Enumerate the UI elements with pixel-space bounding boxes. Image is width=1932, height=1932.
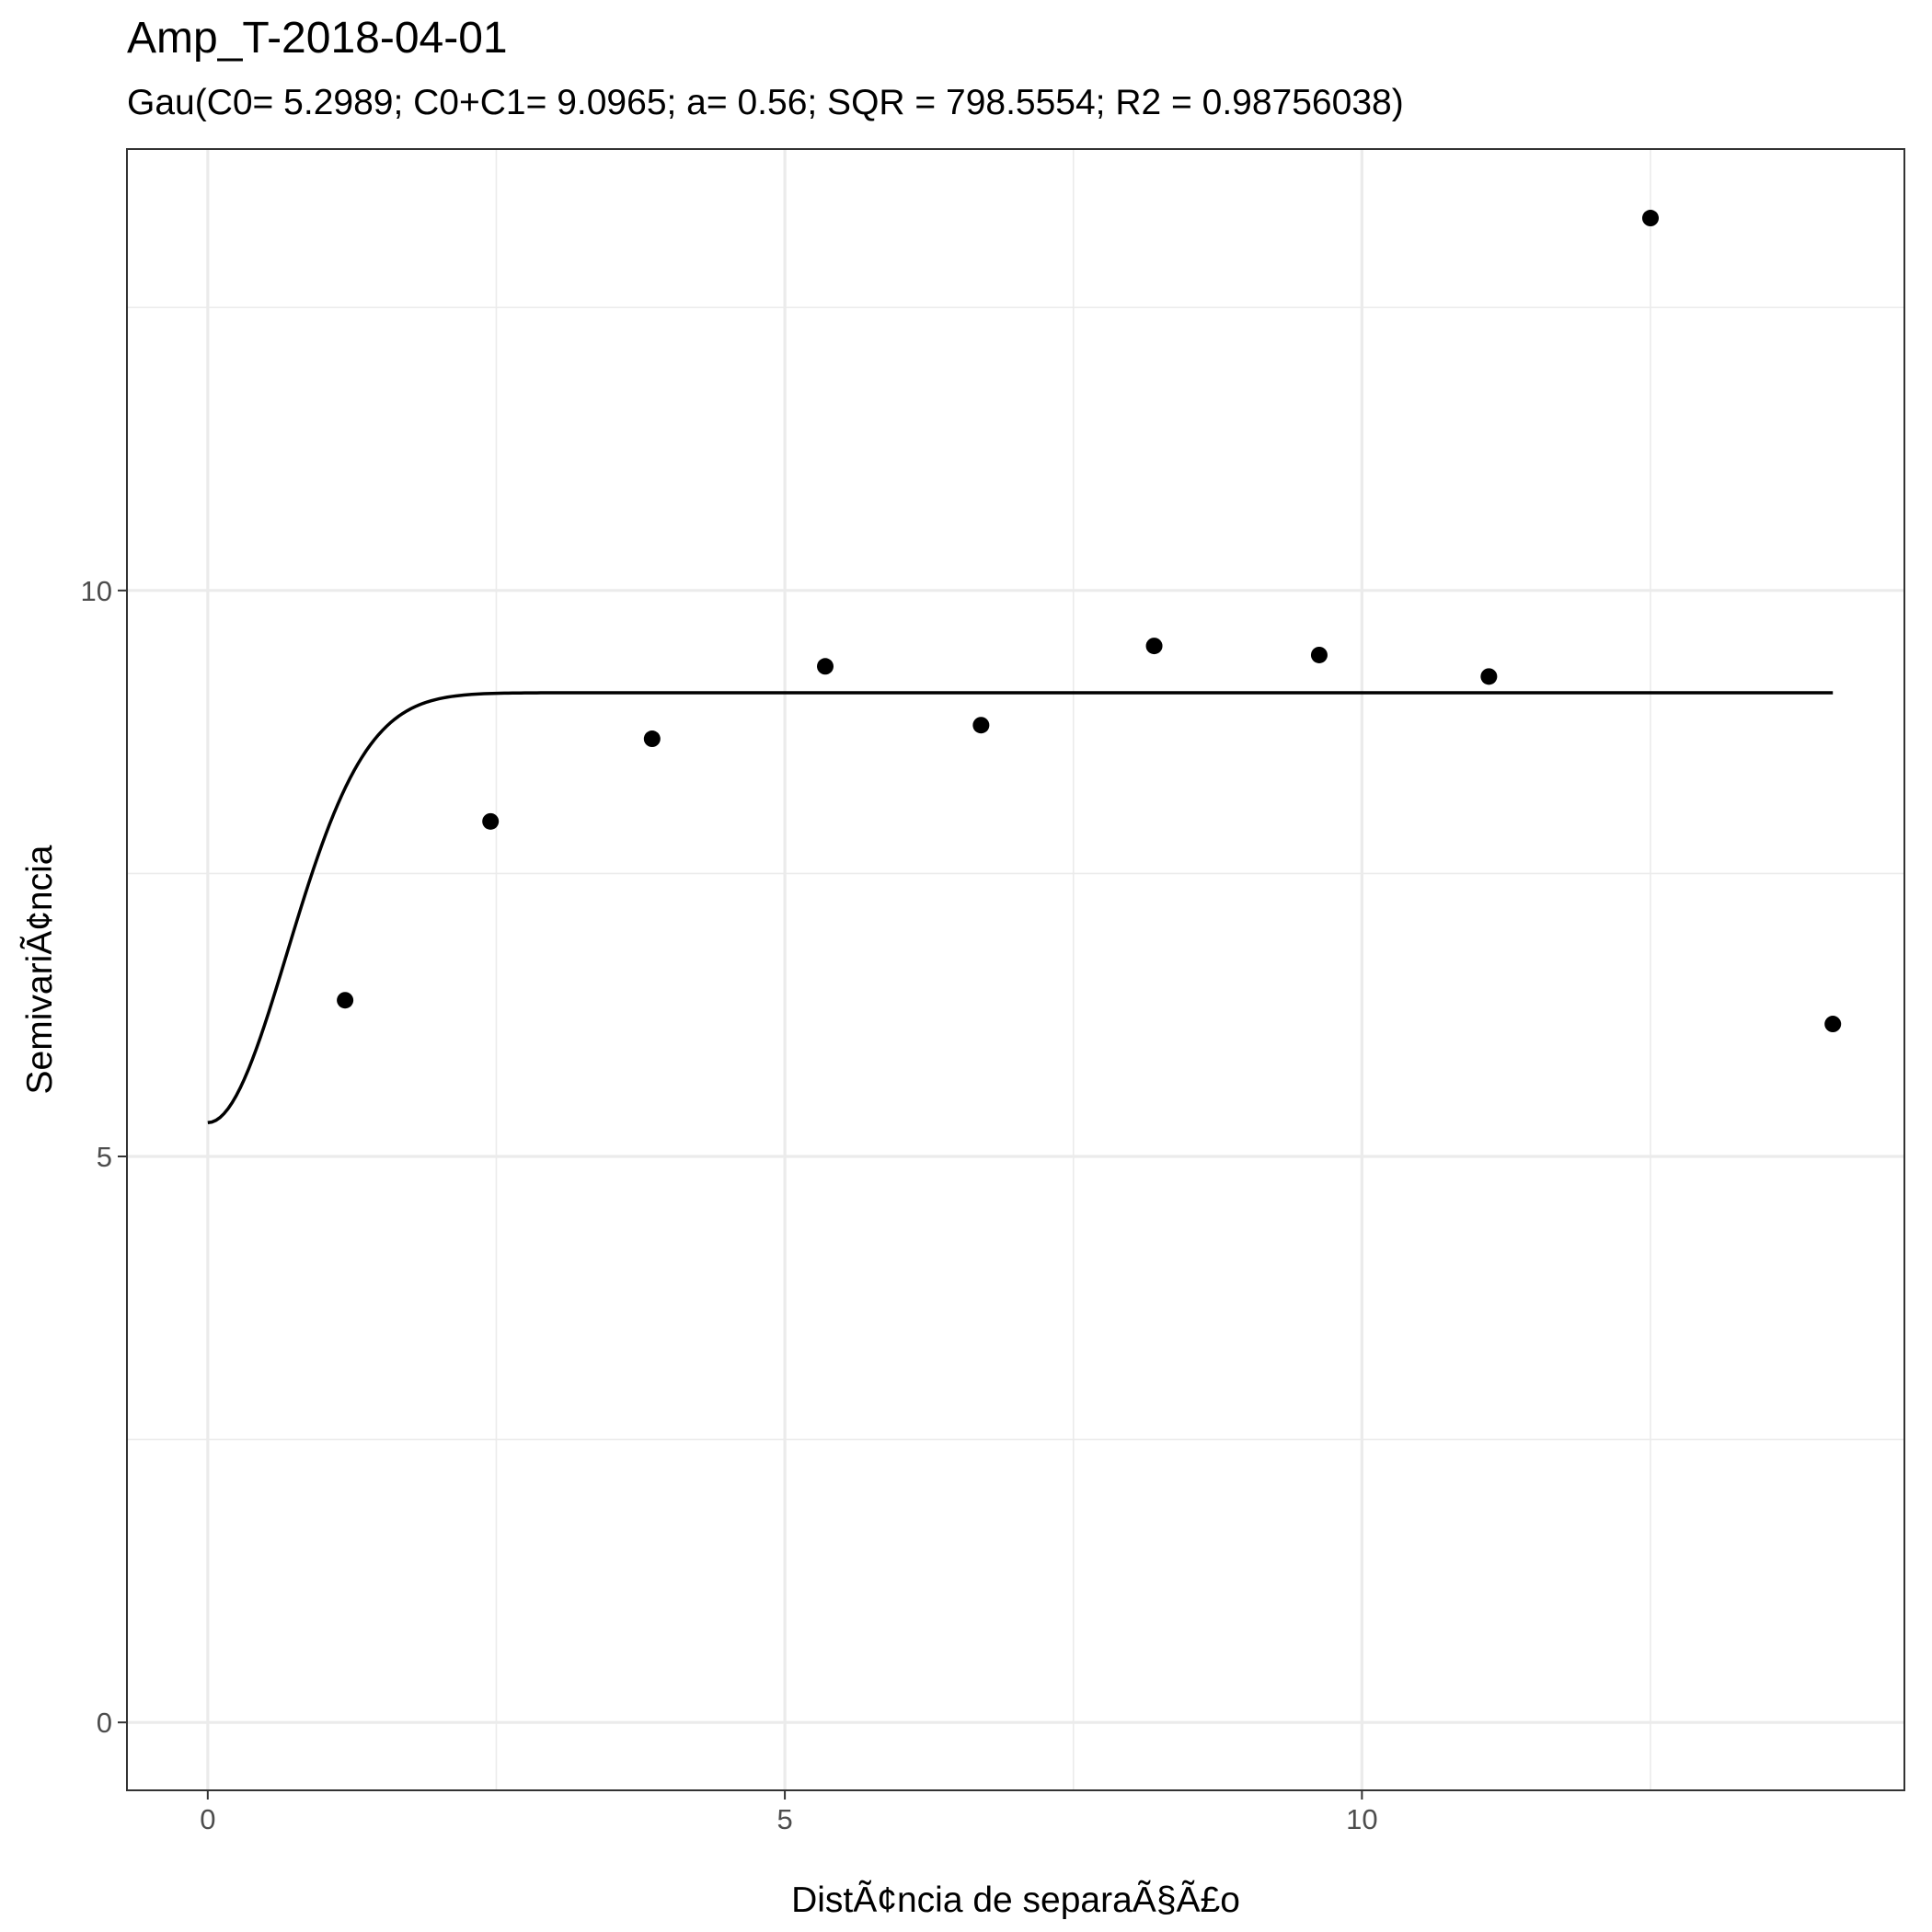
y-tick-label: 10 [81, 575, 112, 607]
x-tick-label: 5 [776, 1803, 792, 1835]
major-gridlines [127, 149, 1904, 1790]
data-points-layer [337, 210, 1842, 1033]
y-tick-label: 5 [97, 1141, 112, 1173]
data-point [482, 812, 500, 830]
y-tick-label: 0 [97, 1707, 112, 1739]
chart-subtitle: Gau(C0= 5.2989; C0+C1= 9.0965; a= 0.56; … [127, 83, 1404, 122]
data-point [1310, 646, 1328, 663]
gaussian-model-line [207, 691, 1834, 1124]
chart-title: Amp_T-2018-04-01 [127, 14, 508, 63]
x-tick-label: 0 [200, 1803, 215, 1835]
data-point [1824, 1016, 1842, 1033]
data-point [817, 658, 834, 675]
data-point [1480, 668, 1498, 685]
data-point [1145, 638, 1163, 655]
minor-gridlines [127, 149, 1904, 1790]
data-point [1642, 210, 1659, 227]
data-point [643, 730, 661, 748]
data-point [337, 992, 354, 1009]
plot-panel-border [126, 148, 1905, 1791]
y-axis-tick-labels: 0 5 10 [81, 575, 112, 1739]
x-axis-title: DistÃ¢ncia de separaÃ§Ã£o [791, 1880, 1240, 1920]
data-point [972, 717, 990, 734]
x-axis-tick-labels: 0 5 10 [200, 1803, 1377, 1835]
x-tick-label: 10 [1346, 1803, 1377, 1835]
model-curve-layer [207, 691, 1834, 1124]
y-axis-title: SemivariÃ¢ncia [20, 845, 60, 1094]
axis-ticks [118, 589, 1363, 1800]
